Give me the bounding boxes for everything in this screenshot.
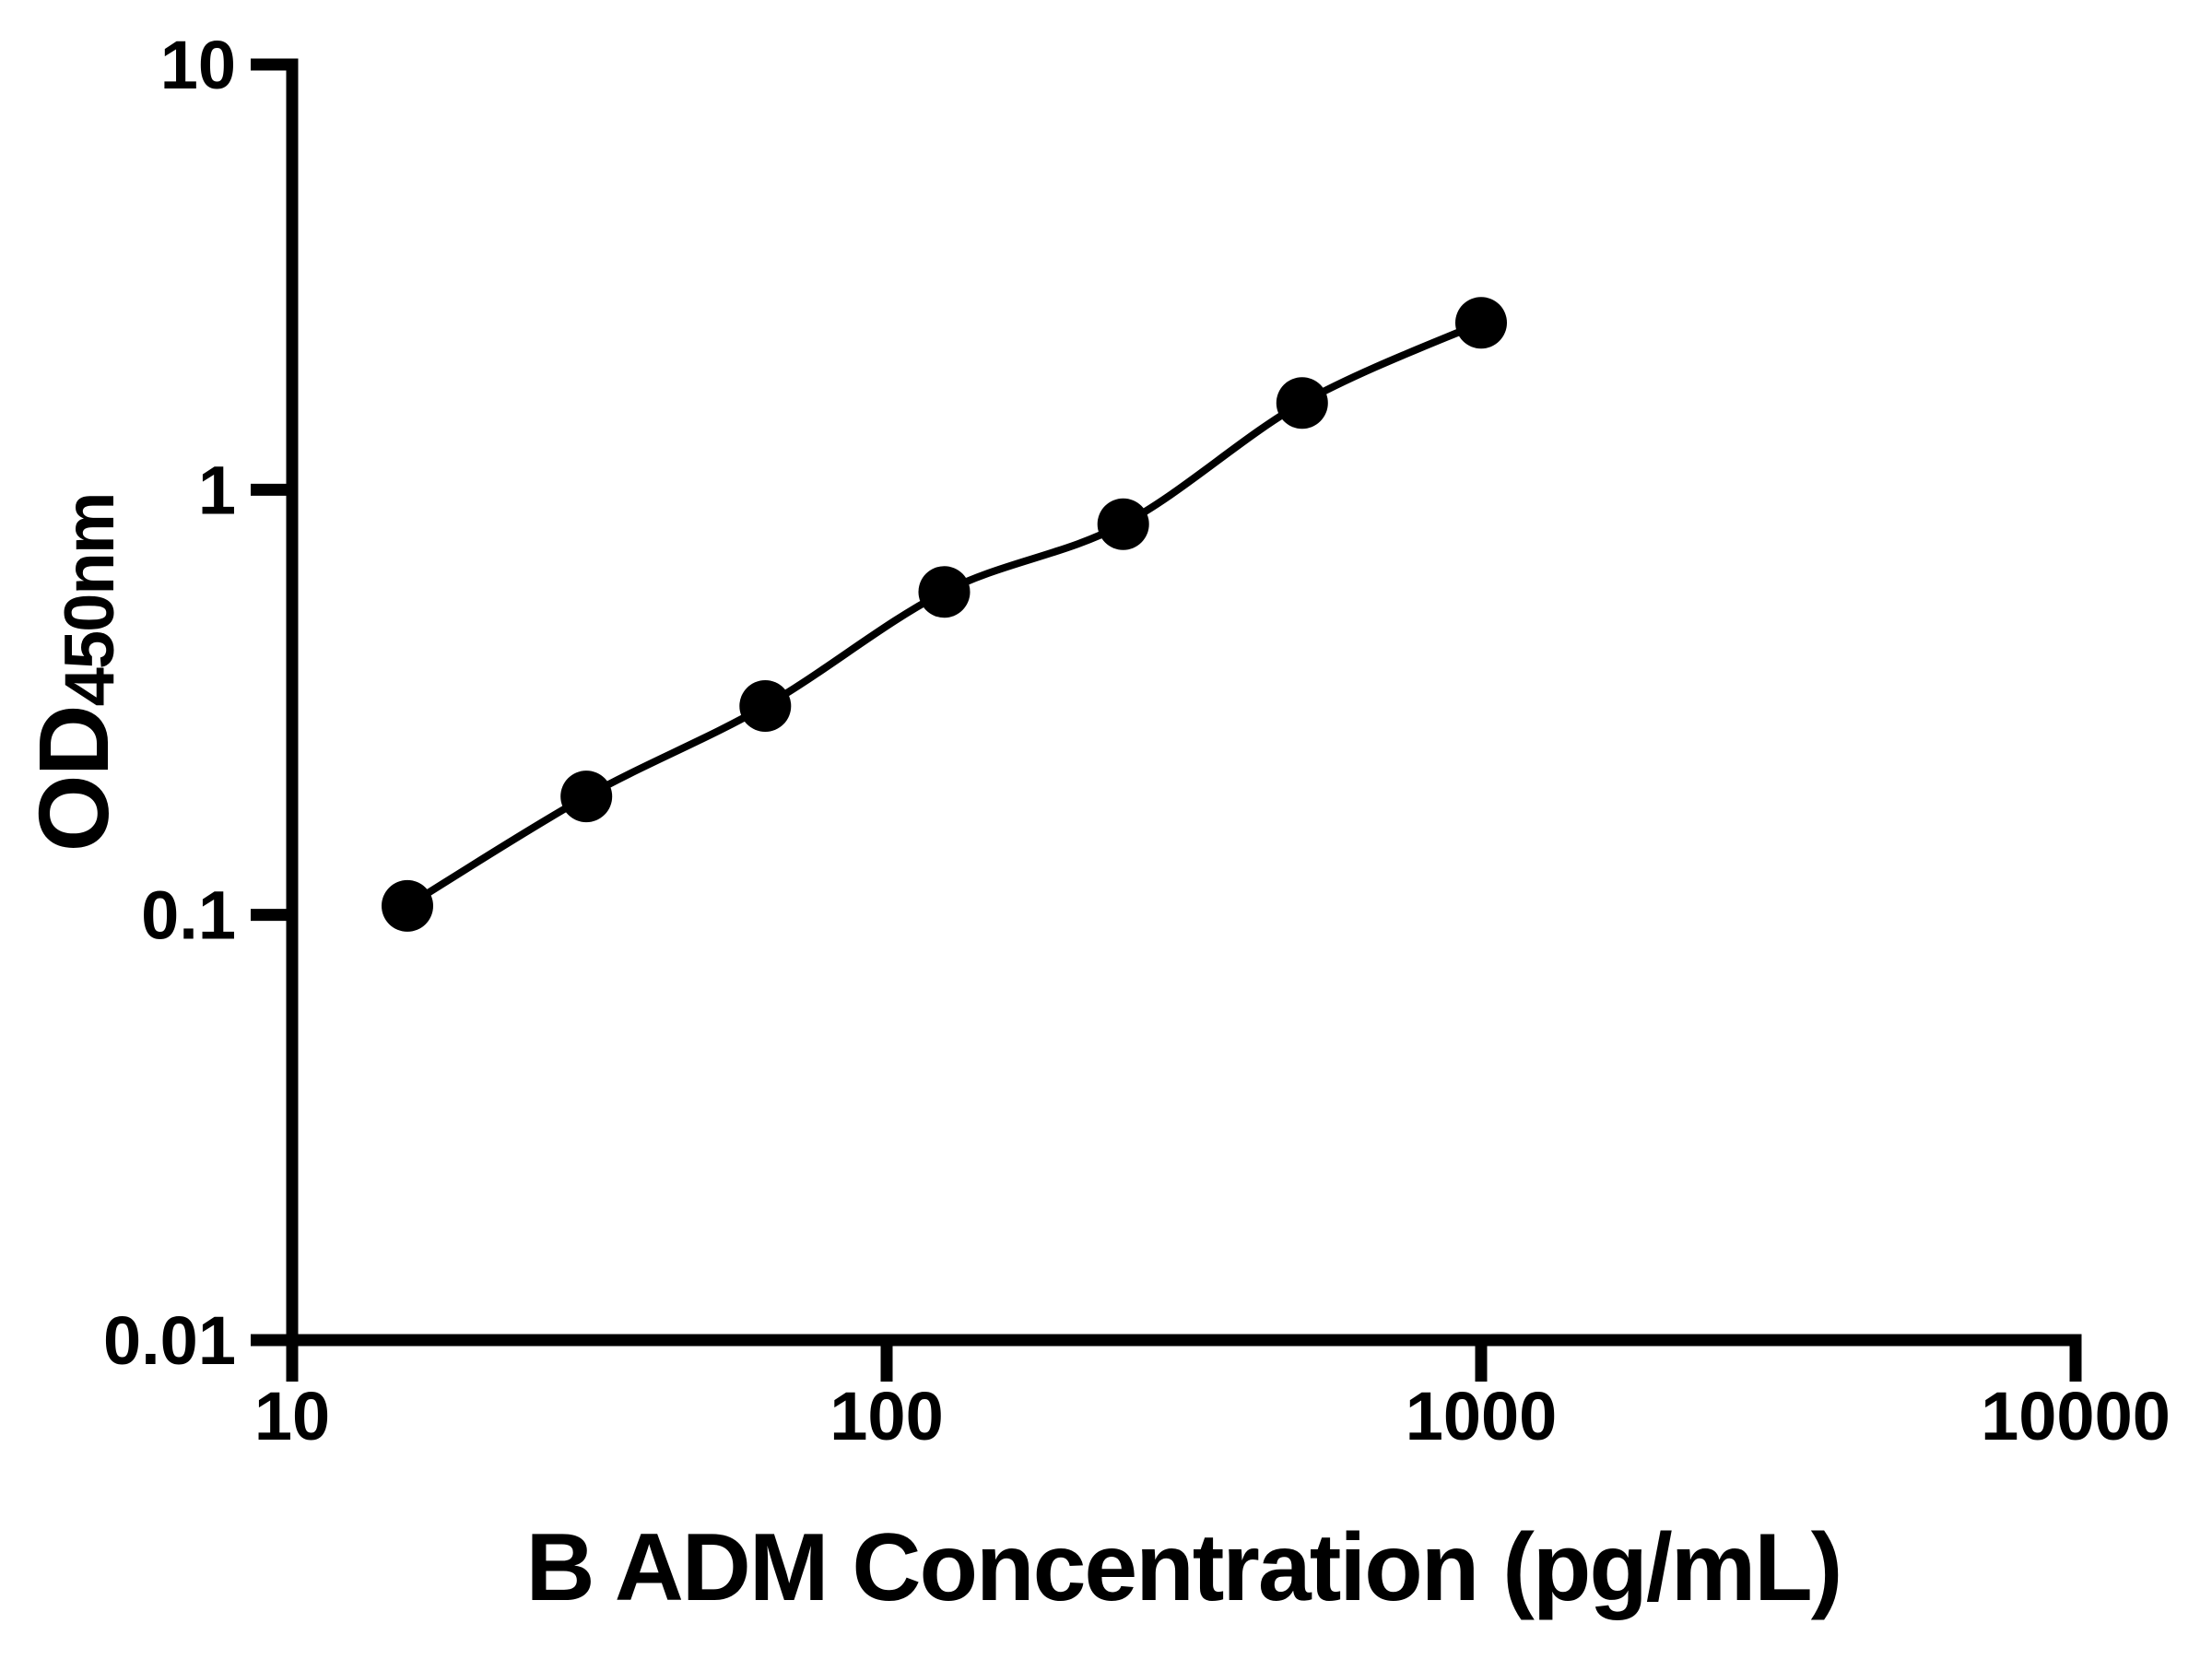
data-layer bbox=[382, 297, 1507, 932]
data-point-marker bbox=[739, 680, 792, 732]
x-axis-title: B ADM Concentration (pg/mL) bbox=[526, 1514, 1841, 1621]
x-tick-label: 1000 bbox=[1406, 1378, 1558, 1454]
y-tick-label: 0.1 bbox=[141, 877, 236, 954]
y-tick-label: 0.01 bbox=[103, 1302, 236, 1379]
x-tick-label: 100 bbox=[830, 1378, 943, 1454]
data-point-marker bbox=[1455, 297, 1507, 349]
data-point-marker bbox=[918, 566, 971, 618]
y-tick-label: 10 bbox=[160, 27, 236, 103]
data-point-marker bbox=[1097, 498, 1149, 550]
x-tick-label: 10000 bbox=[1981, 1378, 2171, 1454]
data-point-marker bbox=[1276, 377, 1328, 429]
y-axis-title-main: OD bbox=[18, 706, 129, 852]
y-axis-title: OD450nm bbox=[18, 494, 129, 853]
y-axis-title-subscript: 450nm bbox=[51, 494, 129, 707]
data-point-marker bbox=[560, 771, 613, 823]
x-tick-label: 10 bbox=[254, 1378, 330, 1454]
data-point-marker bbox=[382, 879, 433, 932]
y-tick-label: 1 bbox=[198, 452, 236, 528]
